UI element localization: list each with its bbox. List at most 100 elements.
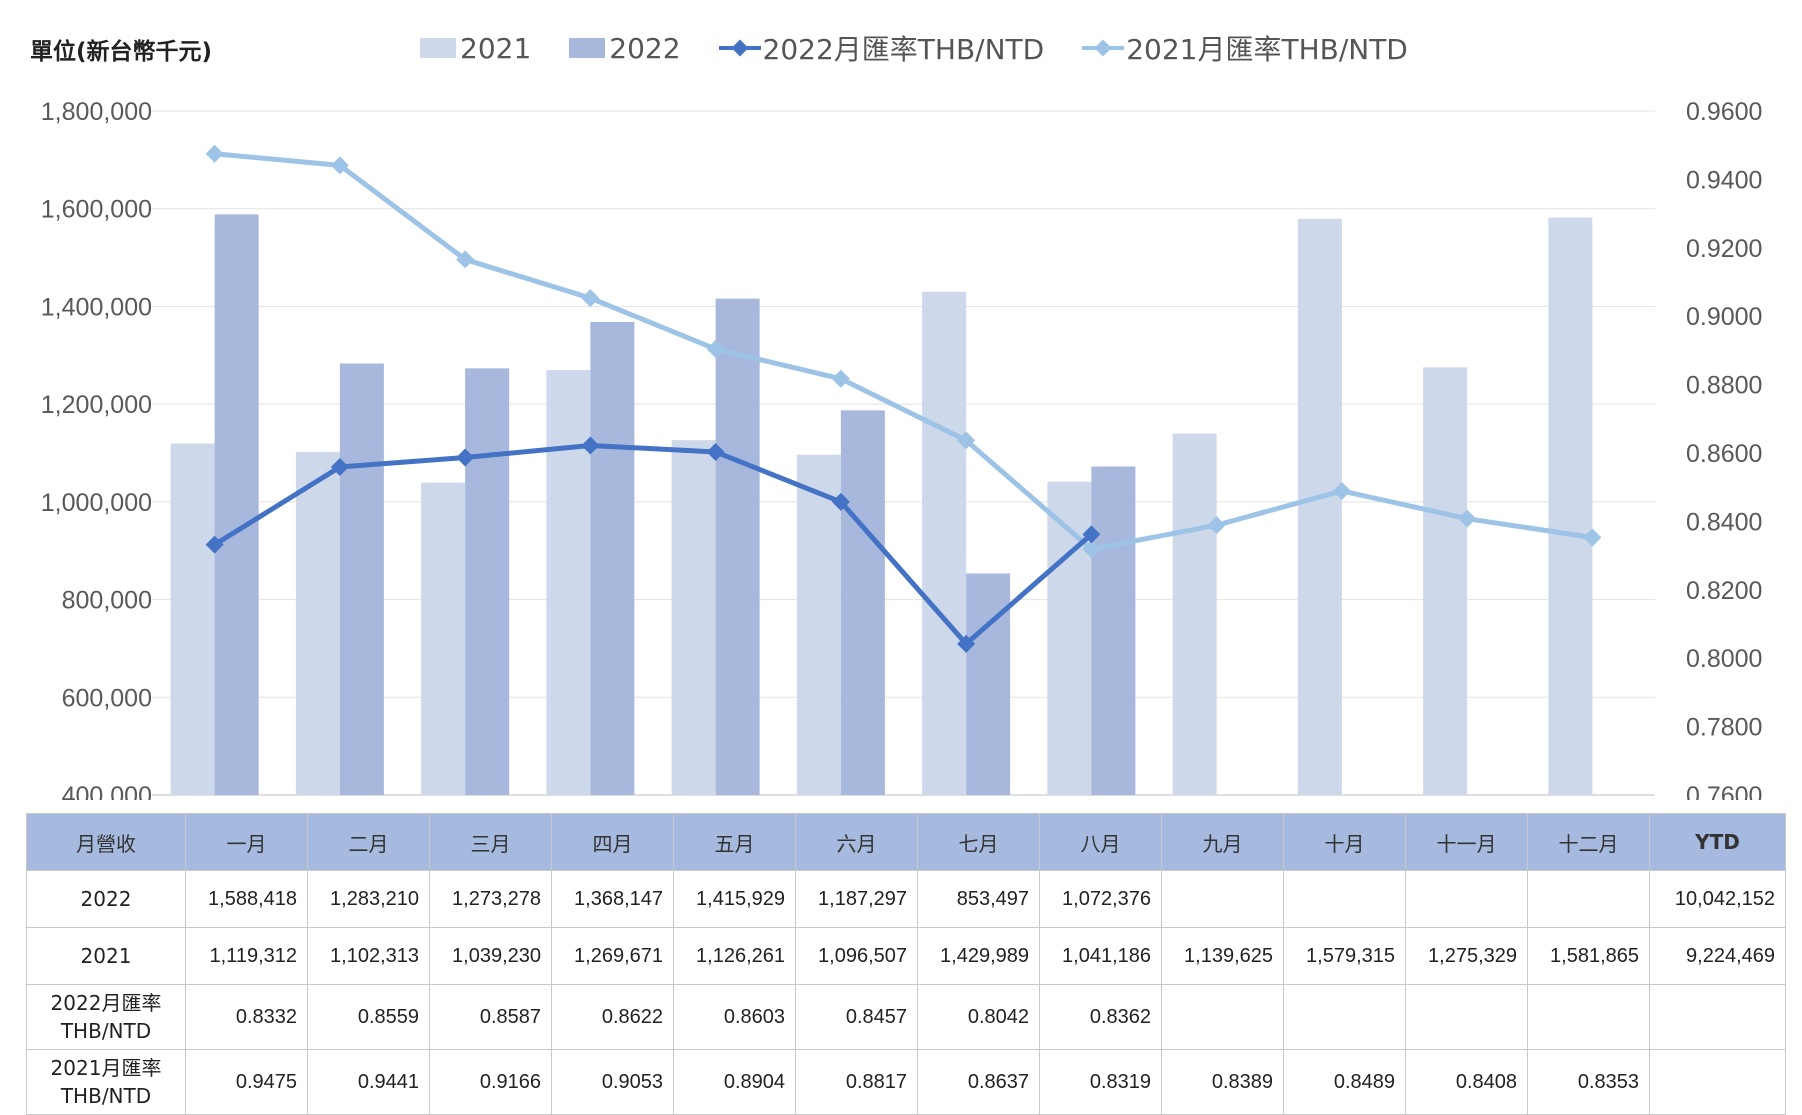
bar-2021-4 [546, 370, 591, 795]
table-cell: 1,139,625 [1161, 927, 1284, 985]
chart-plot: 400,000 600,000 800,000 1,000,000 1,200,000 1… [41, 98, 1763, 800]
legend-swatch-2021 [420, 38, 456, 58]
table-cell [1283, 870, 1406, 928]
series-point [1458, 509, 1477, 528]
right-tick-label: 0.9600 [1686, 98, 1762, 126]
right-tick-label: 0.8000 [1686, 645, 1762, 673]
series-point [581, 289, 600, 308]
bar-2022-8 [1091, 466, 1136, 795]
right-tick-label: 0.9000 [1686, 303, 1762, 331]
right-tick-label: 0.7800 [1686, 714, 1762, 742]
gridlines [152, 110, 1655, 796]
table-cell: 1,275,329 [1405, 927, 1528, 985]
table-cell-ytd: 9,224,469 [1649, 927, 1786, 985]
table-cell [1161, 984, 1284, 1050]
bar-2022-2 [339, 363, 384, 795]
table-cell: 0.8319 [1039, 1049, 1162, 1115]
table-header-month: 一月 [185, 813, 308, 871]
table-cell: 0.8362 [1039, 984, 1162, 1050]
table-cell: 0.9166 [429, 1049, 552, 1115]
right-tick-label: 0.7600 [1686, 782, 1762, 800]
legend-item-2021: 2021 [420, 32, 531, 65]
table-cell: 0.8457 [795, 984, 918, 1050]
bar-2021-3 [421, 482, 466, 795]
table-header-month: 七月 [917, 813, 1040, 871]
lines [205, 144, 1602, 653]
bar-2021-2 [295, 451, 340, 795]
table-cell-ytd [1649, 984, 1786, 1050]
table-cell [1405, 870, 1528, 928]
table-cell: 0.8389 [1161, 1049, 1284, 1115]
bar-2021-1 [170, 443, 215, 795]
table-cell: 1,429,989 [917, 927, 1040, 985]
table-cell: 1,102,313 [307, 927, 430, 985]
table-cell: 853,497 [917, 870, 1040, 928]
table-cell: 1,126,261 [673, 927, 796, 985]
series-point [1082, 525, 1101, 544]
series-point [1332, 481, 1351, 500]
series-point [205, 535, 224, 554]
table-cell-ytd: 10,042,152 [1649, 870, 1786, 928]
series-point [456, 448, 475, 467]
table-cell: 0.9053 [551, 1049, 674, 1115]
table-cell: 0.8622 [551, 984, 674, 1050]
table-header-row: 月營收 一月 二月 三月 四月 五月 六月 七月 八月 九月 十月 十一月 十二月 YTD [26, 813, 1786, 871]
table-cell: 1,269,671 [551, 927, 674, 985]
table-row-label: 2022 [26, 870, 186, 928]
table-cell: 1,283,210 [307, 870, 430, 928]
series-point [1207, 516, 1226, 535]
table-cell-ytd [1649, 1049, 1786, 1115]
table-cell: 1,072,376 [1039, 870, 1162, 928]
table-header-month: 六月 [795, 813, 918, 871]
table-row: 2022 1,588,418 1,283,210 1,273,278 1,368,147… [26, 870, 1786, 928]
table-header-month: 二月 [307, 813, 430, 871]
table-row-label: 2021月匯率 THB/NTD [26, 1049, 186, 1115]
table-header-month: 九月 [1161, 813, 1284, 871]
right-axis: 0.7600 0.7800 0.8000 0.8200 0.8400 0.8600 0.88… [1686, 98, 1762, 800]
left-tick-label: 1,400,000 [41, 293, 152, 321]
left-axis: 400,000 600,000 800,000 1,000,000 1,200,000 1… [41, 98, 152, 800]
table-header-month: 十二月 [1527, 813, 1650, 871]
table-cell: 0.8042 [917, 984, 1040, 1050]
table-cell: 1,579,315 [1283, 927, 1406, 985]
table-header-first: 月營收 [26, 813, 186, 871]
bar-2021-7 [922, 291, 967, 795]
table-cell [1405, 984, 1528, 1050]
table-cell: 1,039,230 [429, 927, 552, 985]
table-cell: 1,187,297 [795, 870, 918, 928]
left-tick-label: 800,000 [62, 587, 152, 615]
table-header-month: 三月 [429, 813, 552, 871]
legend: 2021 2022 2022月匯率THB/NTD 2021月匯率THB/NTD [420, 28, 1446, 68]
legend-swatch-2022-rate [718, 38, 761, 58]
series-point [957, 634, 976, 653]
legend-swatch-2022 [569, 38, 606, 58]
table-cell: 1,588,418 [185, 870, 308, 928]
table-cell: 0.8817 [795, 1049, 918, 1115]
table-cell: 1,415,929 [673, 870, 796, 928]
table-cell [1283, 984, 1406, 1050]
table-row-label: 2022月匯率 THB/NTD [26, 984, 186, 1050]
table-row: 2022月匯率 THB/NTD 0.8332 0.8559 0.8587 0.8622 0… [26, 984, 1786, 1050]
table-header-ytd: YTD [1649, 813, 1786, 871]
table-cell: 1,096,507 [795, 927, 918, 985]
right-tick-label: 0.8800 [1686, 372, 1762, 400]
table-cell: 0.8559 [307, 984, 430, 1050]
left-tick-label: 400,000 [62, 782, 152, 800]
left-tick-label: 1,200,000 [41, 391, 152, 419]
table-cell: 0.8332 [185, 984, 308, 1050]
data-table: 月營收 一月 二月 三月 四月 五月 六月 七月 八月 九月 十月 十一月 十二月 YTD 2022 1,… [26, 813, 1786, 1115]
table-row-label: 2021 [26, 927, 186, 985]
bar-2022-7 [966, 573, 1011, 795]
legend-label-2022: 2022 [609, 31, 681, 65]
series-point [957, 431, 976, 450]
bars [170, 214, 1593, 796]
legend-item-2022-rate: 2022月匯率THB/NTD [718, 28, 1044, 68]
left-tick-label: 600,000 [62, 684, 152, 712]
table-cell [1527, 870, 1650, 928]
series-point [330, 156, 349, 175]
bar-2021-12 [1548, 217, 1593, 795]
table-cell: 1,273,278 [429, 870, 552, 928]
right-tick-label: 0.9200 [1686, 235, 1762, 263]
table-header-month: 五月 [673, 813, 796, 871]
series-point [1583, 528, 1602, 547]
